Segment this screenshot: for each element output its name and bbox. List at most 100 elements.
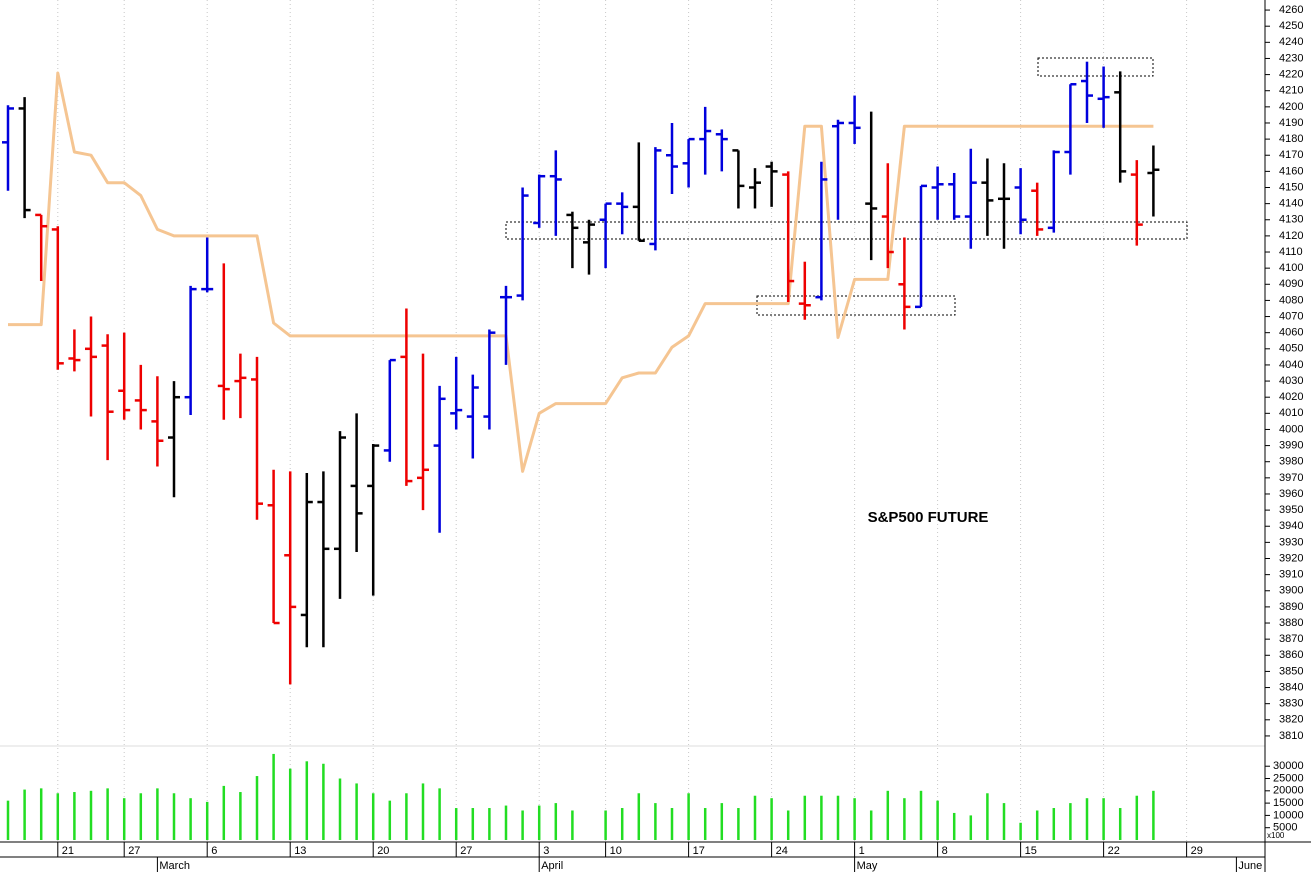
y-tick-label: 4250	[1279, 20, 1303, 32]
volume-bar	[338, 778, 342, 840]
x-tick-label: 13	[294, 845, 306, 857]
volume-bar	[73, 792, 76, 840]
volume-bar	[454, 808, 458, 840]
y-tick-label: 3940	[1279, 520, 1303, 532]
y-tick-label: 25000	[1273, 772, 1304, 784]
volume-bar	[488, 808, 491, 840]
volume-bar	[371, 793, 375, 840]
x-tick-label: 20	[377, 845, 389, 857]
y-tick-label: 3930	[1279, 536, 1303, 548]
y-tick-label: 15000	[1273, 797, 1304, 809]
y-tick-label: 4200	[1279, 101, 1303, 113]
volume-bar	[919, 790, 923, 840]
y-tick-label: 3950	[1279, 504, 1303, 516]
volume-bar	[405, 793, 408, 840]
volume-bar	[189, 798, 192, 840]
annotation: S&P500 FUTURE	[868, 509, 989, 526]
x-tick-label: 6	[211, 845, 217, 857]
y-tick-label: 4150	[1279, 181, 1303, 193]
volume-bar	[305, 761, 309, 840]
volume-bar	[620, 808, 624, 840]
y-tick-label: 3890	[1279, 601, 1303, 613]
range-box	[756, 295, 956, 316]
x-tick-label: 27	[460, 845, 472, 857]
y-tick-label: 3850	[1279, 665, 1303, 677]
volume-bar	[1152, 790, 1155, 840]
y-tick-label: 4070	[1279, 310, 1303, 322]
x-tick-label: 21	[62, 845, 74, 857]
volume-bar	[770, 798, 773, 840]
volume-bar	[421, 783, 425, 840]
volume-bar	[820, 795, 823, 840]
volume-bar	[288, 768, 292, 840]
x-tick-label: 27	[128, 845, 140, 857]
x-tick-label: 8	[942, 845, 948, 857]
volume-bar	[1052, 808, 1056, 840]
y-tick-label: 4110	[1279, 246, 1303, 258]
volume-bar	[1069, 803, 1072, 840]
y-tick-label: 4210	[1279, 85, 1303, 97]
volume-bar	[737, 808, 740, 840]
volume-bar	[239, 792, 242, 840]
volume-bar	[687, 793, 690, 840]
y-tick-label: 3870	[1279, 633, 1303, 645]
y-tick-label: 3880	[1279, 617, 1303, 629]
volume-bar	[355, 783, 358, 840]
volume-bar	[786, 810, 790, 840]
volume-bar	[703, 808, 707, 840]
volume-bar	[272, 753, 275, 840]
volume-bar	[1035, 810, 1039, 840]
y-tick-label: 4130	[1279, 214, 1303, 226]
y-tick-label: 4030	[1279, 375, 1303, 387]
volume-bar	[322, 763, 325, 840]
volume-bar	[986, 793, 989, 840]
volume-bar	[156, 788, 159, 840]
y-tick-label: 20000	[1273, 785, 1304, 797]
y-tick-label: 3900	[1279, 585, 1303, 597]
volume-bar	[654, 803, 657, 840]
y-tick-label: 4060	[1279, 327, 1303, 339]
volume-bar	[255, 776, 259, 840]
volume-bar	[554, 803, 558, 840]
x-tick-label: 24	[776, 845, 788, 857]
x-tick-label: 3	[543, 845, 549, 857]
range-box	[505, 221, 1188, 240]
x-tick-label: 1	[859, 845, 865, 857]
volume-bar	[122, 798, 126, 840]
volume-bar	[952, 812, 956, 840]
volume-bar	[1102, 798, 1105, 840]
y-tick-label: 4000	[1279, 423, 1303, 435]
volume-bar	[471, 808, 475, 840]
range-box	[1037, 57, 1154, 77]
volume-unit: x100	[1267, 831, 1285, 840]
y-tick-label: 4220	[1279, 68, 1303, 80]
volume-bar	[39, 788, 43, 840]
volume-bar	[222, 785, 226, 840]
volume-bar	[969, 815, 973, 840]
month-label: June	[1238, 860, 1262, 872]
y-tick-label: 4140	[1279, 198, 1303, 210]
volume-bar	[504, 805, 508, 840]
y-tick-label: 4240	[1279, 36, 1303, 48]
x-tick-label: 17	[693, 845, 705, 857]
volume-bar	[537, 805, 541, 840]
volume-bar	[172, 793, 176, 840]
y-tick-label: 4010	[1279, 407, 1303, 419]
y-tick-label: 4160	[1279, 165, 1303, 177]
volume-bar	[886, 790, 890, 840]
y-tick-label: 4050	[1279, 343, 1303, 355]
month-label: May	[857, 860, 878, 872]
x-tick-label: 29	[1191, 845, 1203, 857]
volume-bar	[571, 810, 574, 840]
volume-bar	[869, 810, 873, 840]
volume-bar	[106, 788, 109, 840]
y-tick-label: 3980	[1279, 456, 1303, 468]
volume-bar	[438, 788, 441, 840]
y-tick-label: 4080	[1279, 294, 1303, 306]
y-tick-label: 10000	[1273, 809, 1304, 821]
volume-bar	[521, 810, 524, 840]
y-tick-label: 4260	[1279, 4, 1303, 16]
y-tick-label: 3960	[1279, 488, 1303, 500]
y-tick-label: 4190	[1279, 117, 1303, 129]
